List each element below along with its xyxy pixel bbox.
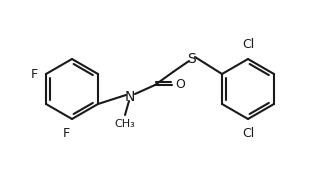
Text: S: S bbox=[188, 52, 196, 66]
Text: O: O bbox=[175, 79, 185, 92]
Text: CH₃: CH₃ bbox=[115, 119, 135, 129]
Text: N: N bbox=[125, 90, 135, 104]
Text: Cl: Cl bbox=[242, 127, 254, 140]
Text: Cl: Cl bbox=[242, 38, 254, 51]
Text: F: F bbox=[62, 127, 70, 140]
Text: F: F bbox=[31, 67, 38, 81]
